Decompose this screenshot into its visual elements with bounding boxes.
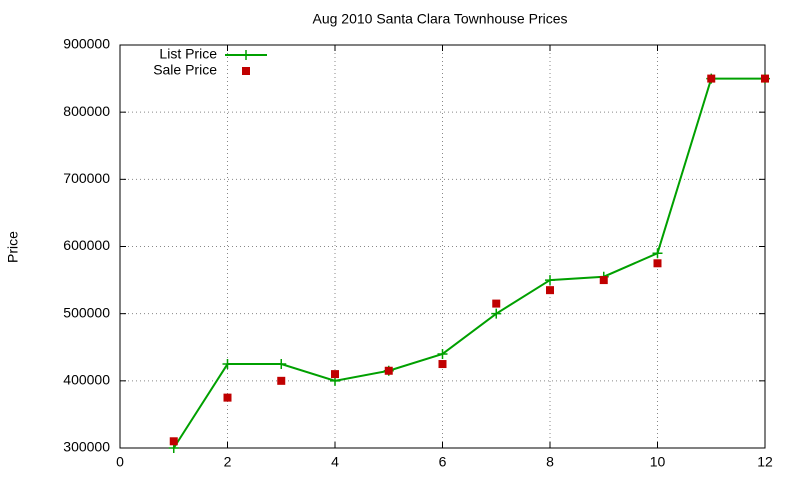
point-marker: [384, 366, 393, 375]
y-tick-label: 600000: [63, 237, 110, 253]
point-marker: [491, 308, 502, 319]
plot-frame: [119, 44, 766, 449]
y-tick-label: 300000: [63, 439, 110, 455]
y-tick-label: 900000: [63, 36, 110, 52]
y-tick-label: 400000: [63, 372, 110, 388]
y-tick-label: 800000: [63, 103, 110, 119]
point-marker: [492, 299, 501, 308]
x-tick-label: 2: [224, 454, 232, 470]
point-marker: [276, 359, 287, 370]
point-marker: [331, 370, 339, 379]
point-marker: [222, 359, 233, 370]
x-tick-label: 10: [650, 454, 666, 470]
x-tick-label: 4: [331, 454, 339, 470]
chart-title: Aug 2010 Santa Clara Townhouse Prices: [312, 11, 567, 27]
point-marker: [652, 248, 663, 259]
point-marker: [438, 360, 447, 369]
legend-marker: [242, 67, 250, 75]
legend-label: Sale Price: [153, 62, 217, 78]
point-marker: [707, 74, 716, 83]
x-tick-label: 12: [757, 454, 773, 470]
legend-marker: [241, 50, 251, 60]
y-tick-label: 500000: [63, 304, 110, 320]
point-marker: [437, 348, 448, 359]
point-marker: [599, 276, 608, 285]
legend-label: List Price: [159, 46, 217, 62]
y-axis-label: Price: [5, 231, 21, 263]
point-marker: [761, 74, 769, 83]
y-tick-label: 700000: [63, 170, 110, 186]
point-marker: [545, 275, 555, 286]
point-marker: [653, 259, 662, 268]
point-marker: [223, 393, 232, 402]
point-marker: [169, 437, 178, 446]
point-marker: [546, 286, 554, 295]
x-tick-label: 0: [116, 454, 124, 470]
x-tick-label: 6: [439, 454, 447, 470]
series-line: [172, 77, 765, 449]
point-marker: [277, 376, 286, 385]
x-tick-label: 8: [546, 454, 554, 470]
